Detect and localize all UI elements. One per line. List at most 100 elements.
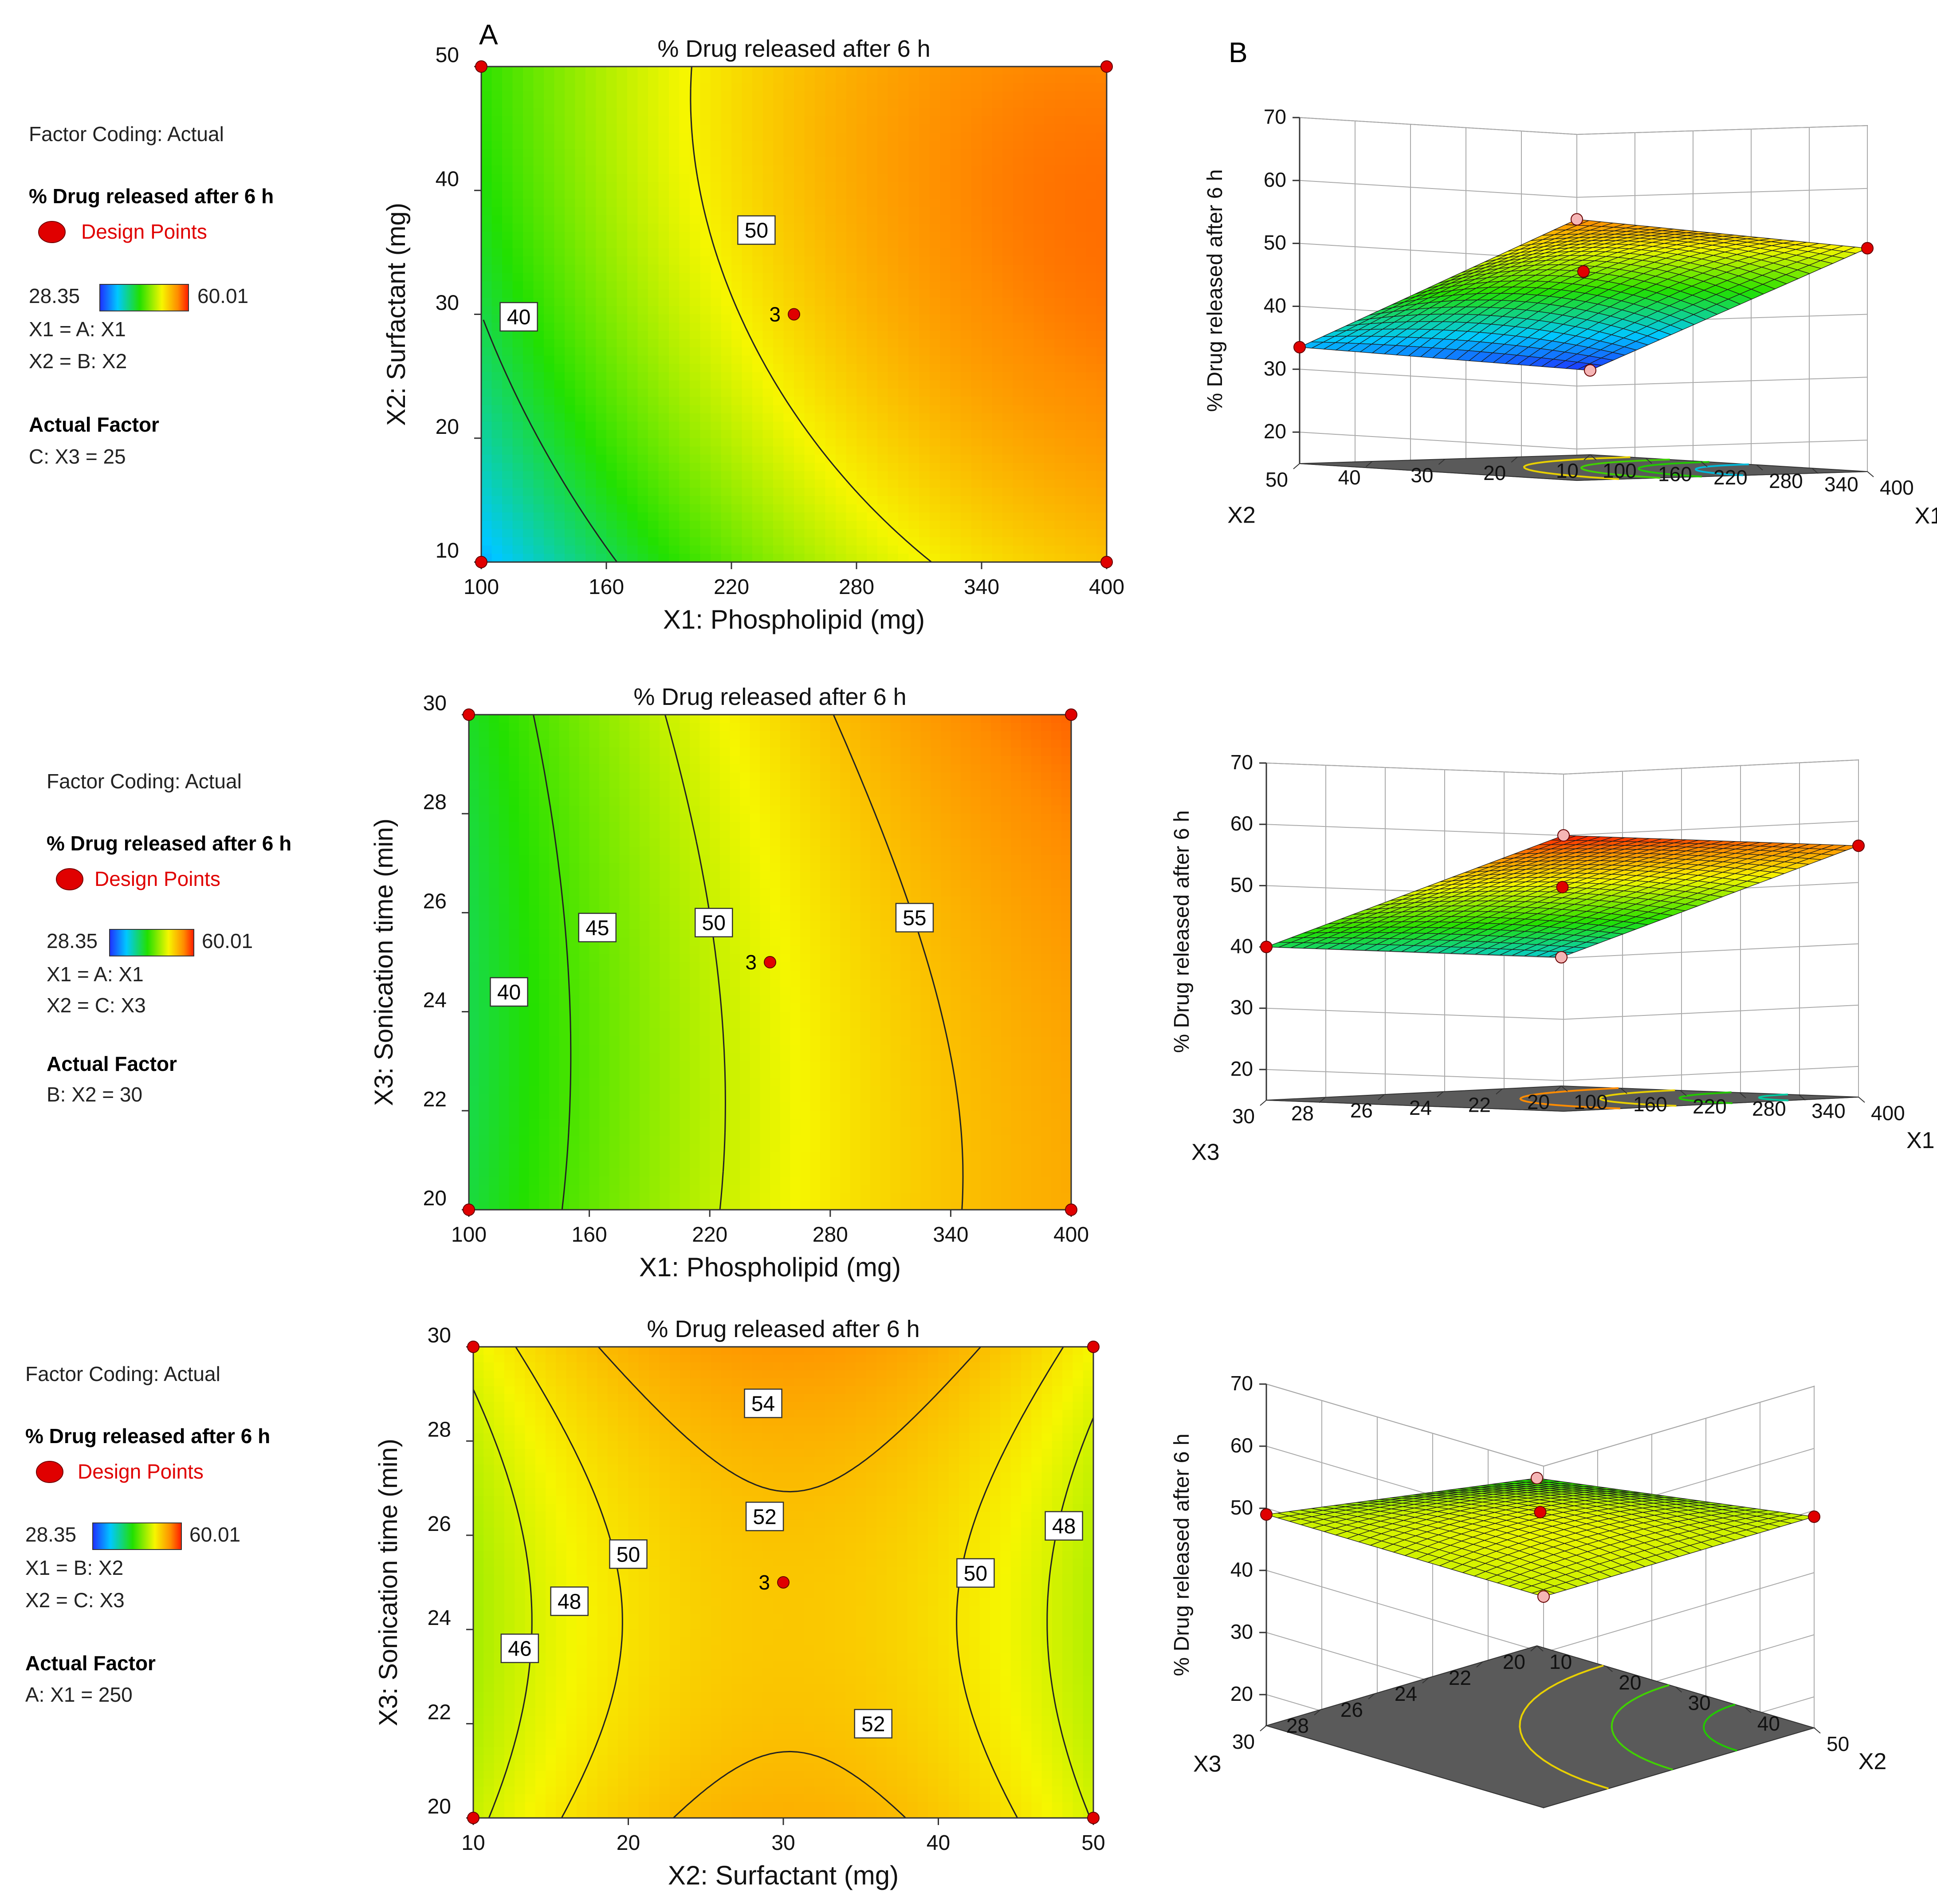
heatmap-cell [919,488,930,496]
heatmap-cell [804,306,815,315]
heatmap-cell [529,764,540,773]
heatmap-cell [804,264,815,274]
heatmap-cell [559,1061,570,1070]
heatmap-cell [1065,141,1076,149]
heatmap-cell [679,364,690,373]
heatmap-cell [898,430,909,439]
heatmap-cell [544,182,555,191]
heatmap-cell [1023,389,1034,397]
heatmap-cell [711,347,722,356]
heatmap-cell [489,1078,499,1086]
heatmap-cell [1023,355,1034,364]
heatmap-cell [982,430,993,439]
heatmap-cell [950,512,961,521]
heatmap-cell [804,496,815,505]
heatmap-cell [579,880,590,889]
heatmap-cell [971,413,982,422]
heatmap-cell [512,405,523,414]
heatmap-cell [585,99,597,108]
heatmap-cell [539,1152,550,1161]
heatmap-cell [575,174,586,183]
heatmap-cell [609,995,620,1004]
heatmap-cell [609,1028,620,1037]
heatmap-cell [627,91,638,100]
legend-design-points: Design Points [78,1460,204,1483]
heatmap-cell [539,995,550,1004]
heatmap-cell [658,479,669,488]
heatmap-cell [929,330,940,340]
heatmap-cell [742,124,753,133]
heatmap-cell [1044,215,1055,224]
heatmap-cell [961,174,972,183]
heatmap-cell [502,165,513,174]
heatmap-cell [700,298,711,307]
heatmap-cell [846,264,857,274]
heatmap-cell [648,545,659,555]
heatmap-cell [825,430,836,439]
heatmap-cell [619,945,630,955]
heatmap-cell [469,822,479,831]
heatmap-cell [519,1144,530,1153]
design-point-icon [36,1461,63,1483]
heatmap-cell [1065,232,1076,240]
heatmap-cell [752,165,763,174]
heatmap-cell [721,438,732,447]
heatmap-cell [627,190,638,199]
heatmap-cell [857,537,868,546]
heatmap-cell [1075,355,1086,364]
heatmap-cell [762,67,774,75]
heatmap-cell [648,306,659,315]
heatmap-cell [908,157,919,166]
heatmap-cell [731,512,743,521]
heatmap-cell [992,264,1003,274]
heatmap-cell [1023,496,1034,505]
heatmap-cell [559,1028,570,1037]
heatmap-cell [783,240,794,249]
heatmap-cell [481,116,492,125]
heatmap-cell [940,174,951,183]
heatmap-cell [992,248,1003,257]
heatmap-cell [639,1185,650,1194]
heatmap-cell [971,355,982,364]
heatmap-cell [619,780,630,790]
heatmap-cell [742,496,753,505]
heatmap-cell [648,223,659,232]
heatmap-cell [783,256,794,265]
heatmap-cell [1065,248,1076,257]
heatmap-cell [579,1036,590,1045]
heatmap-cell [491,471,503,480]
heatmap-cell [589,1135,600,1144]
legend-actual-title: Actual Factor [47,1052,177,1075]
heatmap-cell [794,364,805,373]
heatmap-cell [888,132,899,142]
heatmap-cell [1044,430,1055,439]
heatmap-cell [533,116,544,125]
heatmap-cell [649,863,660,872]
heatmap-cell [589,1127,600,1136]
heatmap-cell [679,190,690,199]
heatmap-cell [523,537,534,546]
heatmap-cell [971,207,982,216]
heatmap-cell [627,438,638,447]
heatmap-cell [491,380,503,389]
heatmap-cell [512,364,523,373]
heatmap-cell [579,1028,590,1037]
heatmap-cell [929,520,940,530]
heatmap-cell [569,1069,580,1078]
heatmap-cell [648,248,659,257]
heatmap-cell [846,397,857,406]
heatmap-cell [836,306,847,315]
heatmap-cell [637,413,648,422]
heatmap-cell [481,339,492,348]
heatmap-cell [1013,504,1024,513]
heatmap-cell [711,289,722,299]
heatmap-cell [711,446,722,455]
heatmap-cell [1054,488,1065,496]
heatmap-cell [585,488,597,496]
heatmap-cell [509,747,519,756]
heatmap-cell [888,389,899,397]
heatmap-cell [680,805,690,814]
heatmap-cell [629,855,640,864]
heatmap-cell [690,454,701,464]
heatmap-cell [700,132,711,142]
